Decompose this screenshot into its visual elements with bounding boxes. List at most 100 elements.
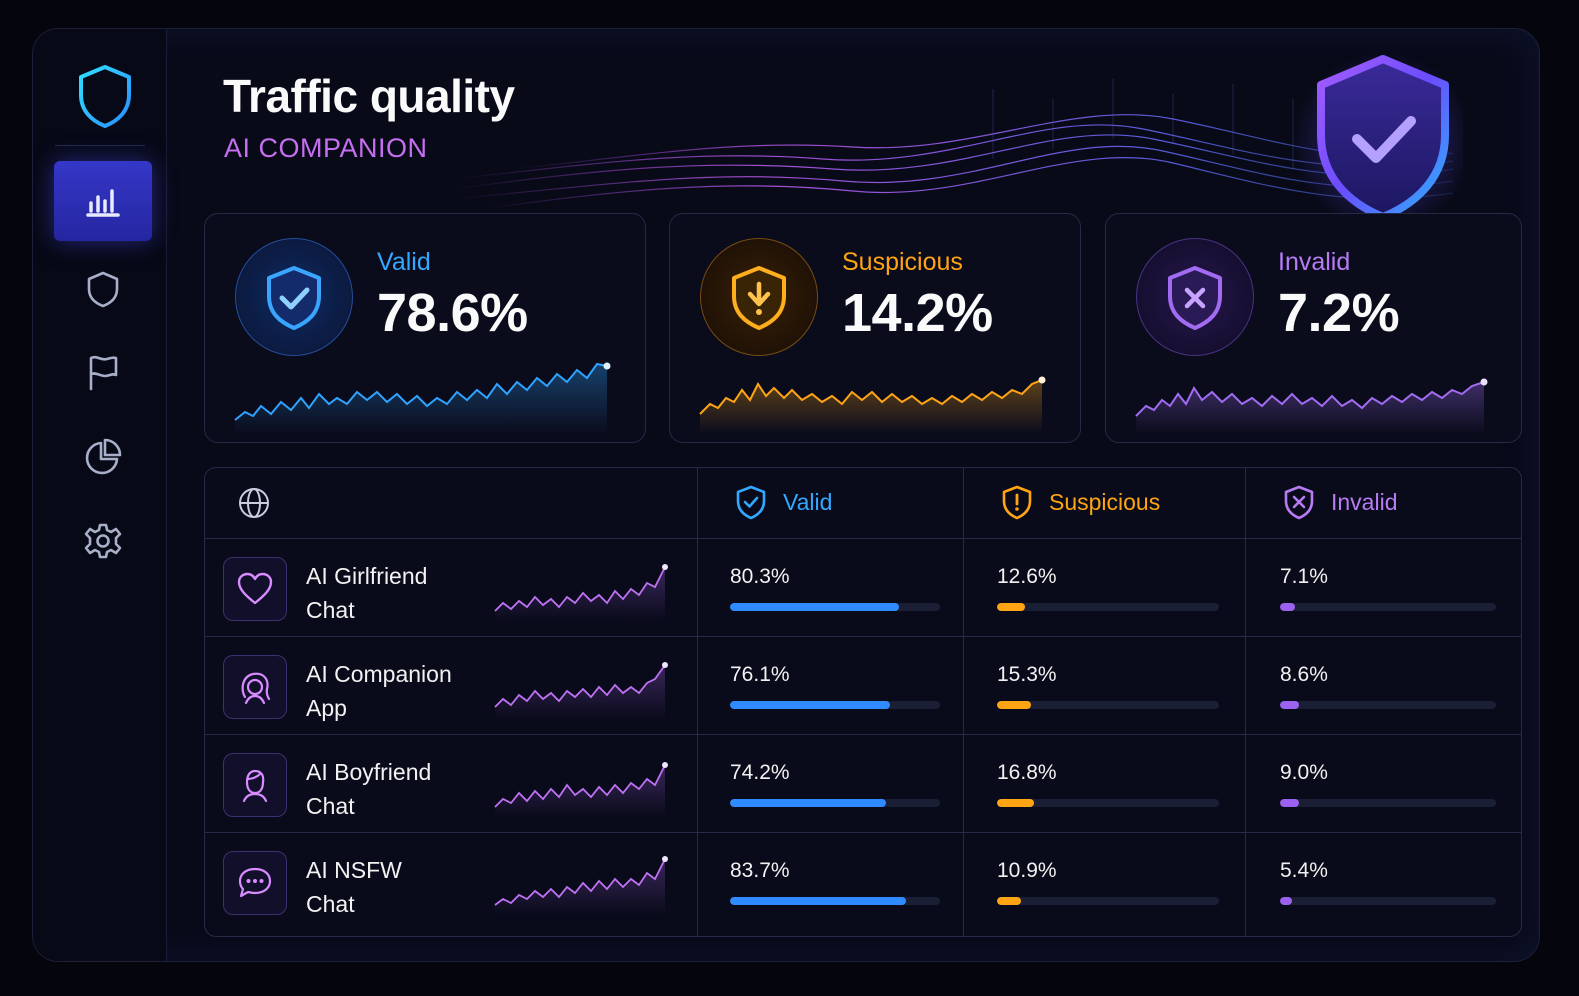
kpi-valid-value: 78.6% xyxy=(377,283,528,343)
row-sparkline xyxy=(494,662,668,719)
row-name: AI Girlfriend Chat xyxy=(306,559,486,627)
valid-bar-fill xyxy=(730,897,906,905)
valid-bar xyxy=(730,897,940,905)
column-header-suspicious-label: Suspicious xyxy=(1049,488,1161,515)
gear-icon xyxy=(84,523,122,559)
shield-check-icon xyxy=(736,485,766,520)
row-divider xyxy=(205,832,1521,833)
column-header-invalid[interactable]: Invalid xyxy=(1281,484,1397,520)
table-row[interactable]: AI Girlfriend Chat 80.3% 12.6% 7.1% xyxy=(205,539,1521,637)
invalid-value: 8.6% xyxy=(1280,663,1328,686)
kpi-suspicious-value: 14.2% xyxy=(842,283,993,343)
sidebar-item-breakdown[interactable] xyxy=(54,417,152,497)
valid-bar xyxy=(730,799,940,807)
invalid-bar xyxy=(1280,897,1496,905)
suspicious-bar xyxy=(997,897,1219,905)
kpi-card-suspicious: Suspicious 14.2% xyxy=(669,213,1081,443)
invalid-bar xyxy=(1280,603,1496,611)
shield-check-icon xyxy=(267,266,321,330)
shield-alert-icon xyxy=(1002,485,1032,520)
suspicious-bar xyxy=(997,799,1219,807)
dashboard-frame: Traffic quality AI COMPANION xyxy=(32,28,1540,962)
page-title: Traffic quality xyxy=(223,70,515,122)
invalid-value: 9.0% xyxy=(1280,761,1328,784)
row-name: AI Companion App xyxy=(306,657,486,725)
shield-x-icon xyxy=(1284,485,1314,520)
heart-icon xyxy=(237,572,273,605)
col-divider xyxy=(1245,468,1246,936)
suspicious-value: 12.6% xyxy=(997,565,1057,588)
invalid-bar-fill xyxy=(1280,603,1296,611)
suspicious-bar-fill xyxy=(997,799,1035,807)
row-name-line1: AI Boyfriend xyxy=(306,759,432,785)
sidebar-item-protection[interactable] xyxy=(54,249,152,329)
valid-bar xyxy=(730,701,940,709)
shield-alert-icon xyxy=(732,266,786,330)
valid-value: 74.2% xyxy=(730,761,790,784)
col-divider xyxy=(697,468,698,936)
row-name-line2: App xyxy=(306,695,347,721)
sidebar-item-settings[interactable] xyxy=(54,501,152,581)
row-name-line1: AI Companion xyxy=(306,661,452,687)
row-name: AI Boyfriend Chat xyxy=(306,755,486,823)
sidebar-item-analytics[interactable] xyxy=(54,161,152,241)
bar-chart-icon xyxy=(86,189,120,217)
valid-bar xyxy=(730,603,940,611)
invalid-bar xyxy=(1280,701,1496,709)
suspicious-bar xyxy=(997,701,1219,709)
valid-bar-fill xyxy=(730,799,886,807)
kpi-card-invalid: Invalid 7.2% xyxy=(1105,213,1522,443)
sidebar-divider xyxy=(55,145,145,146)
row-name-line2: Chat xyxy=(306,891,355,917)
kpi-invalid-sparkline xyxy=(1135,378,1488,434)
row-name-line2: Chat xyxy=(306,793,355,819)
sidebar-item-reports[interactable] xyxy=(54,333,152,413)
kpi-invalid-label: Invalid xyxy=(1278,248,1351,276)
column-header-invalid-label: Invalid xyxy=(1331,488,1398,515)
kpi-invalid-icon-wrap xyxy=(1136,238,1254,356)
row-sparkline xyxy=(494,856,668,915)
chat-bubble-icon xyxy=(238,867,272,898)
suspicious-value: 16.8% xyxy=(997,761,1057,784)
sidebar xyxy=(33,29,167,961)
table-row[interactable]: AI Companion App 76.1% 15.3% 8.6% xyxy=(205,637,1521,735)
suspicious-bar-fill xyxy=(997,603,1025,611)
row-name-line1: AI NSFW xyxy=(306,857,402,883)
suspicious-value: 15.3% xyxy=(997,663,1057,686)
flag-icon xyxy=(89,355,118,391)
kpi-invalid-value: 7.2% xyxy=(1278,283,1400,343)
valid-bar-fill xyxy=(730,603,899,611)
row-icon-wrap xyxy=(223,557,287,621)
row-divider xyxy=(205,734,1521,735)
invalid-value: 5.4% xyxy=(1280,859,1328,882)
kpi-suspicious-icon-wrap xyxy=(700,238,818,356)
column-header-valid-label: Valid xyxy=(783,488,833,515)
table-row[interactable]: AI NSFW Chat 83.7% 10.9% 5.4% xyxy=(205,833,1521,931)
row-icon-wrap xyxy=(223,851,287,915)
invalid-bar-fill xyxy=(1280,897,1292,905)
row-name-line1: AI Girlfriend xyxy=(306,563,428,589)
kpi-valid-sparkline xyxy=(234,362,611,434)
valid-bar-fill xyxy=(730,701,890,709)
globe-icon[interactable] xyxy=(237,486,271,520)
shield-icon xyxy=(87,271,119,308)
row-name-line2: Chat xyxy=(306,597,355,623)
suspicious-value: 10.9% xyxy=(997,859,1057,882)
column-header-valid[interactable]: Valid xyxy=(733,484,832,520)
valid-value: 80.3% xyxy=(730,565,790,588)
page-subtitle: AI COMPANION xyxy=(224,133,428,163)
shield-x-icon xyxy=(1168,266,1222,330)
row-icon-wrap xyxy=(223,753,287,817)
pie-chart-icon xyxy=(85,438,122,475)
row-divider xyxy=(205,538,1521,539)
kpi-card-valid: Valid 78.6% xyxy=(204,213,646,443)
valid-value: 83.7% xyxy=(730,859,790,882)
column-header-suspicious[interactable]: Suspicious xyxy=(999,484,1160,520)
kpi-suspicious-label: Suspicious xyxy=(842,248,963,276)
kpi-valid-icon-wrap xyxy=(235,238,353,356)
row-name: AI NSFW Chat xyxy=(306,853,486,921)
kpi-valid-label: Valid xyxy=(377,248,431,276)
suspicious-bar xyxy=(997,603,1219,611)
invalid-bar-fill xyxy=(1280,799,1300,807)
table-row[interactable]: AI Boyfriend Chat 74.2% 16.8% 9.0% xyxy=(205,735,1521,833)
